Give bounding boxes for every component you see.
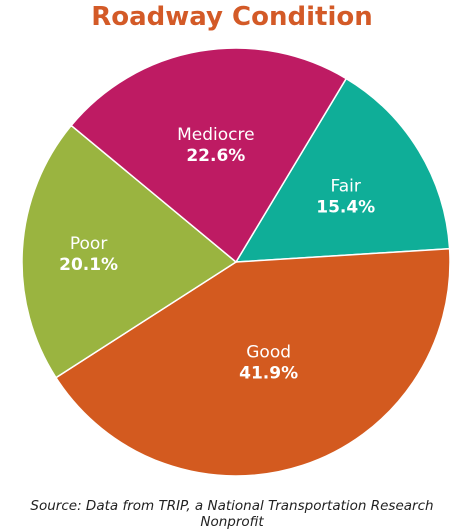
slice-label-fair: Fair [331,176,361,196]
pie-slice-good [54,247,451,477]
slice-value-poor: 20.1% [59,255,118,275]
pie-slice-fair [234,77,451,263]
source-note: Source: Data from TRIP, a National Trans… [30,498,434,530]
slice-label-good: Good [246,343,291,363]
pie-slice-mediocre [70,47,348,264]
pie-slice-poor [21,124,238,379]
slice-value-mediocre: 22.6% [186,146,245,166]
slice-label-poor: Poor [70,234,107,254]
chart-title: Roadway Condition [91,2,373,32]
slice-label-mediocre: Mediocre [177,125,254,145]
slice-value-fair: 15.4% [316,197,375,217]
slice-value-good: 41.9% [239,364,298,384]
